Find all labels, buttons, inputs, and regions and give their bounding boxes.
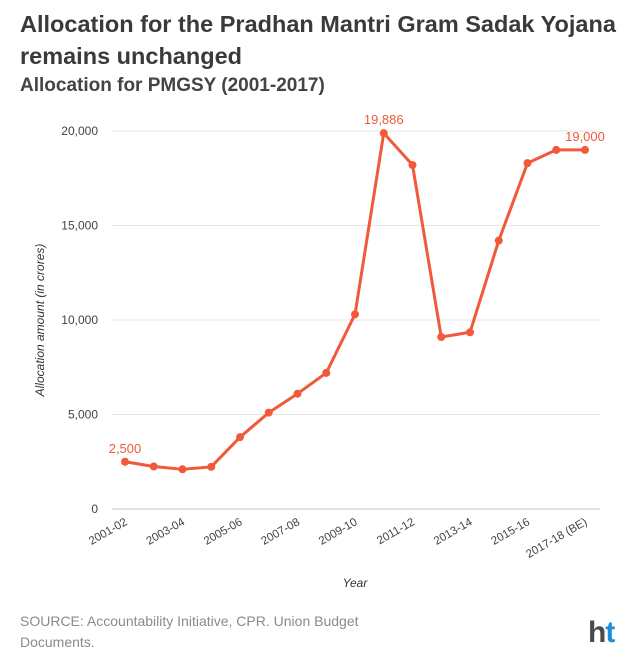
data-point (293, 389, 302, 398)
y-axis-title: Allocation amount (in crores) (33, 244, 47, 398)
y-tick-label: 0 (91, 502, 98, 516)
source-note: SOURCE: Accountability Initiative, CPR. … (20, 613, 359, 650)
data-label: 2,500 (109, 441, 142, 456)
x-tick-label: 2009-10 (317, 516, 360, 548)
data-point (236, 433, 244, 442)
y-tick-label: 20,000 (61, 124, 98, 138)
data-point (466, 328, 474, 337)
y-tick-label: 5,000 (68, 408, 98, 422)
x-axis-title: Year (343, 576, 369, 590)
data-point (264, 408, 273, 417)
data-point (437, 333, 446, 342)
data-point (207, 462, 216, 471)
x-tick-label: 2013-14 (432, 516, 475, 548)
x-tick-label: 2007-08 (259, 516, 302, 548)
x-tick-label: 2017-18 (BE) (524, 516, 589, 561)
x-tick-label: 2003-04 (144, 516, 187, 548)
data-label: 19,886 (364, 112, 404, 127)
x-tick-label: 2005-06 (202, 516, 245, 548)
data-point (178, 465, 187, 474)
x-tick-label: 2011-12 (375, 516, 417, 547)
chart-subtitle: Allocation for PMGSY (2001-2017) (20, 75, 325, 96)
data-point (552, 145, 561, 154)
x-tick-label: 2015-16 (489, 516, 532, 548)
y-tick-label: 15,000 (61, 219, 98, 233)
y-tick-label: 10,000 (61, 313, 98, 327)
data-point (149, 462, 158, 471)
ht-logo: ht (588, 616, 615, 649)
data-point (121, 457, 129, 466)
data-point (581, 145, 589, 154)
data-point (494, 236, 503, 245)
chart-title: Allocation for the Pradhan Mantri Gram S… (20, 11, 616, 69)
data-point (523, 159, 532, 168)
line-chart: 0 5,000 10,000 15,000 20,000 2001-02 2003-04 20… (33, 112, 605, 590)
series-line (123, 131, 587, 471)
data-label: 19,000 (565, 129, 605, 144)
data-point (379, 129, 388, 138)
data-point (408, 161, 417, 170)
x-tick-label: 2001-02 (87, 516, 130, 548)
data-point (322, 368, 331, 377)
data-point (351, 310, 359, 319)
